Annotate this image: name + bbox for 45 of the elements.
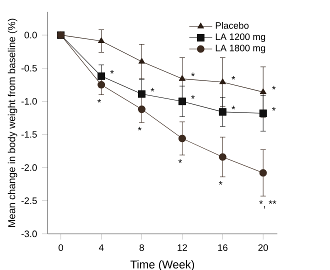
- point: [138, 105, 146, 113]
- y-tick-label: -2.0: [21, 164, 37, 171]
- annotation: *: [191, 95, 195, 99]
- x-tick-label: 12: [178, 244, 187, 251]
- point: [138, 90, 146, 98]
- point: [218, 153, 226, 161]
- y-tick-label: -2.5: [21, 197, 37, 204]
- annotation: *: [191, 72, 195, 76]
- point: [98, 72, 106, 80]
- annotation: *: [178, 159, 182, 163]
- annotation: *: [138, 126, 142, 130]
- point: [218, 108, 226, 116]
- legend-label: LA 1200 mg: [216, 33, 266, 42]
- point: [260, 88, 266, 94]
- annotation: *: [232, 76, 236, 80]
- y-tick-label: 0.0: [24, 32, 37, 38]
- x-tick-label: 0: [58, 244, 64, 251]
- point: [259, 169, 267, 177]
- point: [178, 75, 186, 81]
- annotation: *: [218, 181, 222, 185]
- y-tick-label: -3.0: [21, 230, 37, 238]
- point: [219, 78, 226, 84]
- point: [259, 109, 267, 117]
- y-axis-title: Mean change in body weight from baseline (%): [8, 18, 18, 227]
- annotation: *: [150, 88, 154, 92]
- annotation: *: [97, 98, 102, 102]
- annotation: *: [110, 70, 114, 74]
- point: [98, 37, 105, 44]
- x-tick-label: 20: [258, 244, 268, 251]
- annotation: *: [232, 106, 236, 110]
- x-tick-label: 16: [218, 244, 228, 251]
- annotation: *: [272, 86, 276, 90]
- legend-label: Placebo: [216, 22, 249, 29]
- x-tick-label: 4: [98, 244, 104, 251]
- annotation: *: [272, 107, 276, 111]
- point: [178, 98, 186, 106]
- point: [138, 58, 146, 64]
- legend-label: LA 1800 mg: [216, 44, 266, 54]
- y-tick-label: -1.0: [21, 98, 37, 105]
- point: [178, 134, 186, 142]
- x-tick-label: 8: [140, 244, 144, 251]
- y-tick-label: -1.5: [21, 131, 37, 138]
- annotation: *, **: [259, 200, 276, 209]
- point: [98, 80, 106, 88]
- y-tick-label: -0.5: [21, 64, 37, 72]
